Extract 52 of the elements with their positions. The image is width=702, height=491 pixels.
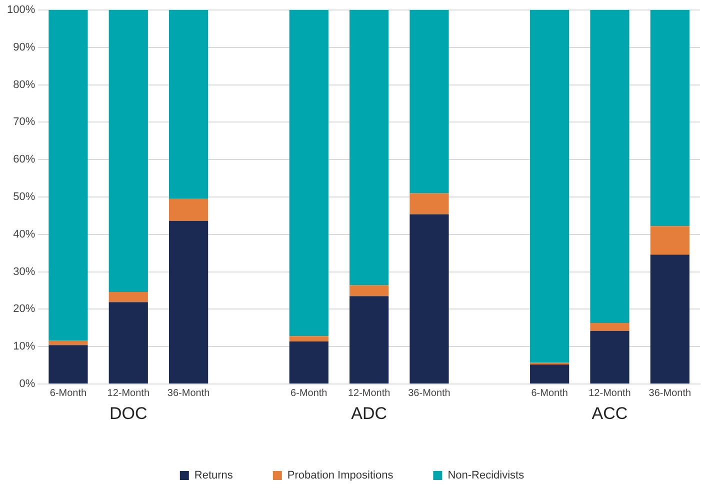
bar [169, 220, 208, 384]
text: ADC [351, 404, 388, 424]
bar [350, 10, 389, 286]
bar [289, 341, 328, 384]
bar [530, 10, 570, 363]
text: DOC [110, 404, 148, 424]
bar [48, 345, 88, 384]
x-tick-label: 6-Month [50, 388, 87, 399]
x-tick-label: 12-Month [588, 388, 631, 399]
x-tick-label: 36-Month [648, 388, 692, 399]
bar [48, 10, 88, 341]
x-tick-label: 36-Month [167, 388, 210, 399]
bar [350, 285, 389, 296]
bar [410, 10, 449, 194]
text: ACC [592, 404, 628, 424]
y-tick-label: 60% [13, 154, 36, 166]
y-tick-label: 30% [13, 266, 36, 278]
bar [289, 336, 328, 342]
bar [48, 340, 88, 346]
bar [650, 226, 690, 255]
bar [530, 364, 570, 384]
y-tick-label: 90% [13, 41, 36, 54]
bar [590, 10, 630, 324]
legend-label: Probation Impositions [287, 470, 394, 482]
y-tick-label: 50% [13, 191, 36, 204]
bar [350, 296, 389, 384]
y-tick-label: 100% [6, 4, 36, 16]
bar [410, 193, 449, 214]
x-tick-label: 12-Month [107, 388, 150, 399]
bar [108, 302, 148, 384]
y-tick-label: 0% [19, 378, 36, 390]
y-tick-label: 20% [13, 303, 36, 316]
x-tick-label: 12-Month [348, 388, 390, 399]
x-tick-label: 6-Month [531, 388, 568, 399]
bar [410, 214, 449, 384]
y-tick-label: 10% [13, 340, 36, 353]
bar [590, 323, 630, 331]
bar [169, 10, 208, 198]
bar [108, 10, 148, 292]
bar [108, 292, 148, 302]
bar [169, 198, 208, 221]
bar [650, 10, 690, 226]
legend-label: Non-Recidivists [448, 470, 525, 482]
bar [650, 254, 690, 384]
y-tick-label: 40% [13, 228, 36, 240]
x-tick-label: 6-Month [290, 388, 328, 399]
x-tick-label: 36-Month [408, 388, 450, 399]
legend-label: Returns [194, 470, 234, 482]
y-tick-label: 80% [13, 78, 36, 91]
y-tick-label: 70% [13, 116, 36, 128]
bar [590, 330, 630, 384]
bar [289, 10, 328, 336]
